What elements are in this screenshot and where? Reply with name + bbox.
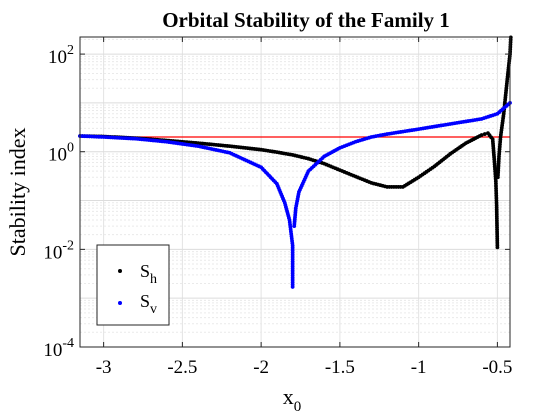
legend-label-sv: Sv (140, 291, 157, 317)
x-axis-ticks: -3 -2.5 -2 -1.5 -1 -0.5 (96, 37, 512, 378)
x-tick-label: -2 (253, 357, 269, 378)
legend: Sh Sv (96, 244, 170, 326)
legend-label-sh-main: S (140, 261, 150, 281)
x-axis-label-main: x (283, 384, 294, 409)
x-axis-label-subscript: 0 (294, 399, 302, 415)
x-tick-label: -0.5 (482, 357, 512, 378)
y-tick-label: 10-4 (43, 336, 74, 361)
legend-marker-sh (118, 269, 122, 273)
x-axis-label: x0 (283, 384, 302, 415)
data-point (290, 285, 295, 289)
series-layer (78, 35, 513, 289)
y-tick-label: 100 (48, 141, 74, 166)
data-point (495, 245, 500, 250)
x-tick-label: -1.5 (325, 357, 355, 378)
x-tick-label: -2.5 (167, 357, 197, 378)
y-tick-label: 102 (48, 43, 74, 68)
legend-box (96, 244, 170, 326)
chart-title: Orbital Stability of the Family 1 (162, 8, 450, 32)
y-axis-label: Stability index (5, 128, 30, 257)
legend-label-sv-main: S (140, 291, 150, 311)
legend-label-sh: Sh (140, 261, 157, 287)
data-point (479, 133, 484, 137)
series-Sv (78, 101, 512, 289)
data-point (482, 132, 487, 136)
legend-label-sv-sub: v (150, 302, 157, 317)
y-axis-ticks: 10-4 10-2 100 102 (43, 43, 510, 361)
legend-marker-sv (118, 301, 122, 305)
x-tick-label: -3 (96, 357, 112, 378)
plot-frame (79, 36, 511, 348)
legend-label-sh-sub: h (150, 272, 157, 287)
y-tick-label: 10-2 (43, 238, 74, 263)
x-tick-label: -1 (411, 357, 427, 378)
